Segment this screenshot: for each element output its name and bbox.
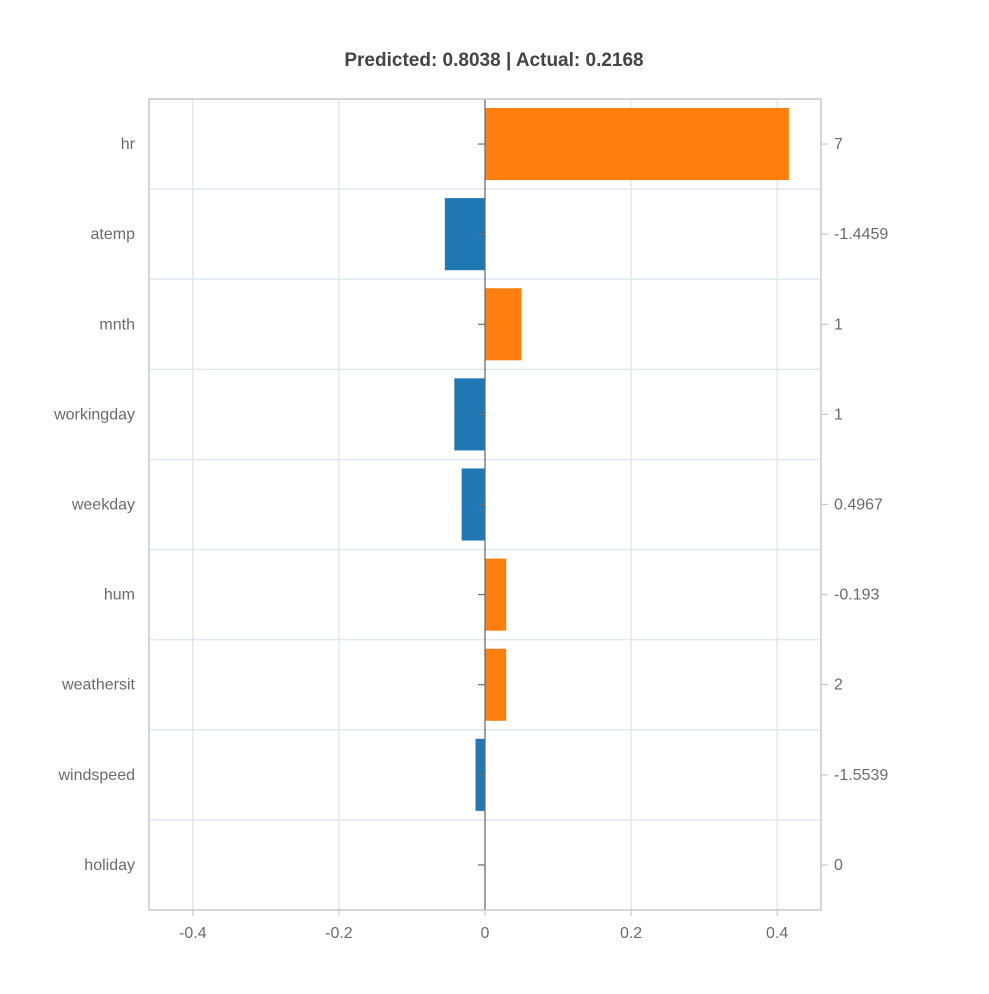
bar-mnth: [485, 288, 522, 361]
x-tick-label: 0.2: [620, 925, 642, 942]
y-tick-label-holiday: holiday: [84, 857, 135, 874]
y-tick-label-mnth: mnth: [99, 316, 135, 333]
bar-weathersit: [485, 648, 507, 721]
y-tick-label-hum: hum: [104, 587, 135, 604]
x-tick-label: 0: [481, 925, 490, 942]
feature-value-label: -0.193: [834, 587, 879, 604]
y-tick-label-hr: hr: [121, 136, 136, 153]
feature-value-label: 1: [834, 406, 843, 423]
y-tick-label-atemp: atemp: [91, 226, 136, 243]
chart-title: Predicted: 0.8038 | Actual: 0.2168: [344, 50, 643, 71]
bar-weekday: [461, 468, 485, 541]
y-tick-label-workingday: workingday: [53, 406, 135, 423]
plot-area: hr 7 atemp -1.4459 mnth 1 workingday 1 weekday 0.…: [53, 98, 888, 942]
feature-value-label: -1.4459: [834, 226, 888, 243]
feature-value-label: 1: [834, 316, 843, 333]
y-tick-label-windspeed: windspeed: [58, 767, 136, 784]
x-tick-label: -0.2: [325, 925, 353, 942]
x-tick-label: -0.4: [179, 925, 207, 942]
feature-value-label: 0.4967: [834, 497, 883, 514]
bar-hum: [485, 558, 507, 631]
feature-value-label: 2: [834, 677, 843, 694]
feature-value-label: 0: [834, 857, 843, 874]
y-tick-label-weathersit: weathersit: [61, 677, 135, 694]
bar-hr: [485, 108, 789, 181]
feature-value-label: 7: [834, 136, 843, 153]
feature-value-label: -1.5539: [834, 767, 888, 784]
y-tick-label-weekday: weekday: [71, 497, 135, 514]
x-tick-label: 0.4: [766, 925, 788, 942]
